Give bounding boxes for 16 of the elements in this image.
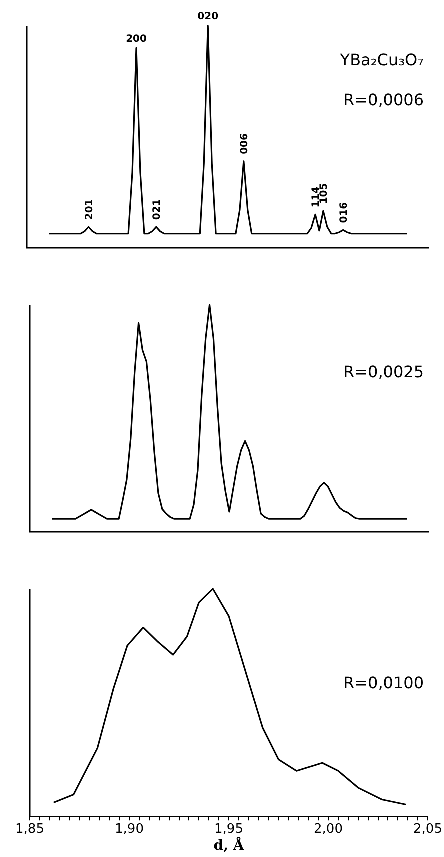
- annotation: R=0,0006: [343, 90, 424, 110]
- annotation: 201: [84, 199, 96, 220]
- annotation: 020: [198, 12, 219, 23]
- annotation: YBa₂Cu₃O₇: [339, 50, 424, 70]
- annotation: R=0,0025: [343, 362, 424, 382]
- annotation: 006: [240, 134, 251, 154]
- annotation: 021: [152, 199, 163, 220]
- x-tick-label: 2,05: [414, 822, 442, 837]
- annotation: 200: [126, 34, 147, 45]
- x-tick-label: 1,85: [16, 822, 44, 837]
- x-axis-title: d, Å: [214, 837, 246, 854]
- x-tick-label: 1,90: [115, 822, 144, 837]
- annotation: R=0,0100: [343, 674, 424, 693]
- x-tick-label: 1,95: [214, 822, 244, 837]
- x-tick-label: 2,00: [314, 822, 343, 837]
- annotation: 016: [338, 202, 350, 224]
